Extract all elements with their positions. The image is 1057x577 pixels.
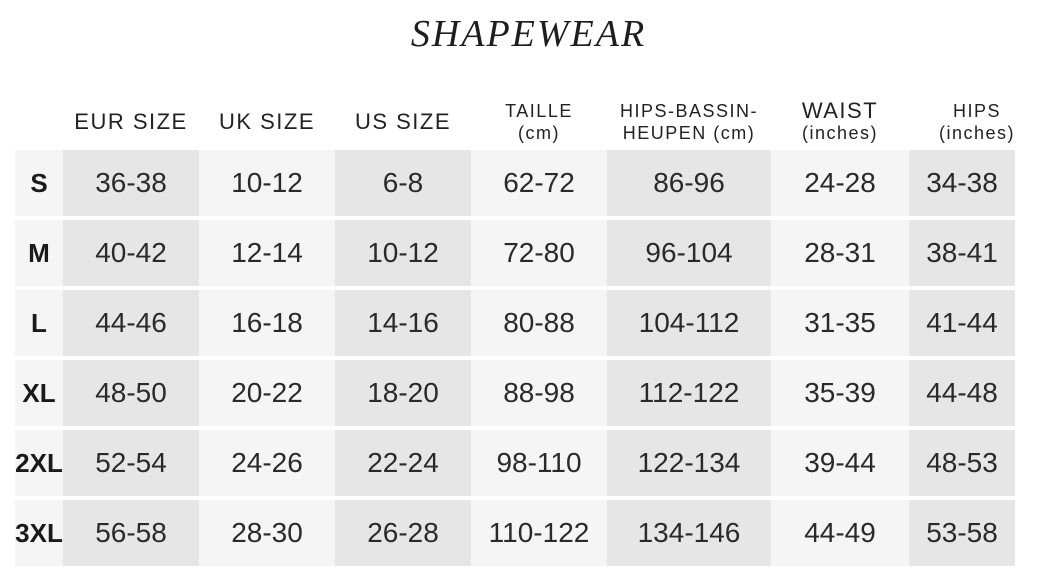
header-waist-inches: WAIST (inches)	[771, 96, 909, 148]
cell-waist: 44-49	[771, 500, 909, 566]
cell-uk: 10-12	[199, 150, 335, 216]
row-size-label: XL	[15, 360, 63, 426]
cell-hips-cm: 134-146	[607, 500, 771, 566]
cell-waist: 39-44	[771, 430, 909, 496]
cell-hips-in: 53-58	[909, 500, 1015, 566]
header-hips-cm-line2: HEUPEN (cm)	[622, 123, 756, 143]
cell-hips-in: 44-48	[909, 360, 1015, 426]
cell-us: 14-16	[335, 290, 471, 356]
table-row: 2XL 52-54 24-26 22-24 98-110 122-134 39-…	[15, 430, 1015, 496]
cell-uk: 28-30	[199, 500, 335, 566]
cell-uk: 24-26	[199, 430, 335, 496]
row-size-label: S	[15, 150, 63, 216]
header-hips-cm-line1: HIPS-BASSIN-	[619, 101, 759, 121]
cell-taille: 110-122	[471, 500, 607, 566]
cell-hips-in: 48-53	[909, 430, 1015, 496]
header-taille-line2: (cm)	[518, 123, 560, 143]
table-row: XL 48-50 20-22 18-20 88-98 112-122 35-39…	[15, 360, 1015, 426]
cell-waist: 31-35	[771, 290, 909, 356]
header-us-size-label: US SIZE	[354, 109, 452, 134]
cell-uk: 12-14	[199, 220, 335, 286]
cell-hips-cm: 86-96	[607, 150, 771, 216]
cell-us: 6-8	[335, 150, 471, 216]
page-title: SHAPEWEAR	[410, 13, 647, 55]
cell-taille: 72-80	[471, 220, 607, 286]
cell-hips-in: 38-41	[909, 220, 1015, 286]
header-eur-size-label: EUR SIZE	[74, 109, 188, 134]
cell-waist: 28-31	[771, 220, 909, 286]
cell-waist: 24-28	[771, 150, 909, 216]
cell-us: 10-12	[335, 220, 471, 286]
cell-taille: 88-98	[471, 360, 607, 426]
cell-eur: 44-46	[63, 290, 199, 356]
row-size-label: 3XL	[15, 500, 63, 566]
header-uk-size: UK SIZE	[199, 96, 335, 148]
cell-taille: 98-110	[471, 430, 607, 496]
cell-hips-in: 41-44	[909, 290, 1015, 356]
cell-eur: 48-50	[63, 360, 199, 426]
header-hips-inches: HIPS (inches)	[909, 96, 1045, 148]
cell-us: 26-28	[335, 500, 471, 566]
cell-hips-cm: 122-134	[607, 430, 771, 496]
cell-uk: 16-18	[199, 290, 335, 356]
header-us-size: US SIZE	[335, 96, 471, 148]
cell-eur: 56-58	[63, 500, 199, 566]
table-row: 3XL 56-58 28-30 26-28 110-122 134-146 44…	[15, 500, 1015, 566]
header-hips-in-line1: HIPS	[952, 101, 1001, 121]
cell-taille: 62-72	[471, 150, 607, 216]
header-uk-size-label: UK SIZE	[218, 109, 316, 134]
cell-eur: 52-54	[63, 430, 199, 496]
cell-hips-cm: 96-104	[607, 220, 771, 286]
row-size-label: 2XL	[15, 430, 63, 496]
row-size-label: L	[15, 290, 63, 356]
cell-taille: 80-88	[471, 290, 607, 356]
row-size-label: M	[15, 220, 63, 286]
cell-hips-in: 34-38	[909, 150, 1015, 216]
header-hips-cm: HIPS-BASSIN- HEUPEN (cm)	[607, 96, 771, 148]
cell-eur: 40-42	[63, 220, 199, 286]
header-waist-line1: WAIST	[801, 98, 879, 123]
header-waist-line2: (inches)	[801, 123, 879, 143]
header-eur-size: EUR SIZE	[63, 96, 199, 148]
cell-us: 22-24	[335, 430, 471, 496]
cell-uk: 20-22	[199, 360, 335, 426]
header-taille: TAILLE (cm)	[471, 96, 607, 148]
cell-hips-cm: 104-112	[607, 290, 771, 356]
cell-waist: 35-39	[771, 360, 909, 426]
header-taille-line1: TAILLE	[505, 101, 573, 121]
header-hips-in-line2: (inches)	[938, 123, 1016, 143]
cell-us: 18-20	[335, 360, 471, 426]
table-row: M 40-42 12-14 10-12 72-80 96-104 28-31 3…	[15, 220, 1015, 286]
cell-hips-cm: 112-122	[607, 360, 771, 426]
table-row: L 44-46 16-18 14-16 80-88 104-112 31-35 …	[15, 290, 1015, 356]
cell-eur: 36-38	[63, 150, 199, 216]
table-row: S 36-38 10-12 6-8 62-72 86-96 24-28 34-3…	[15, 150, 1015, 216]
